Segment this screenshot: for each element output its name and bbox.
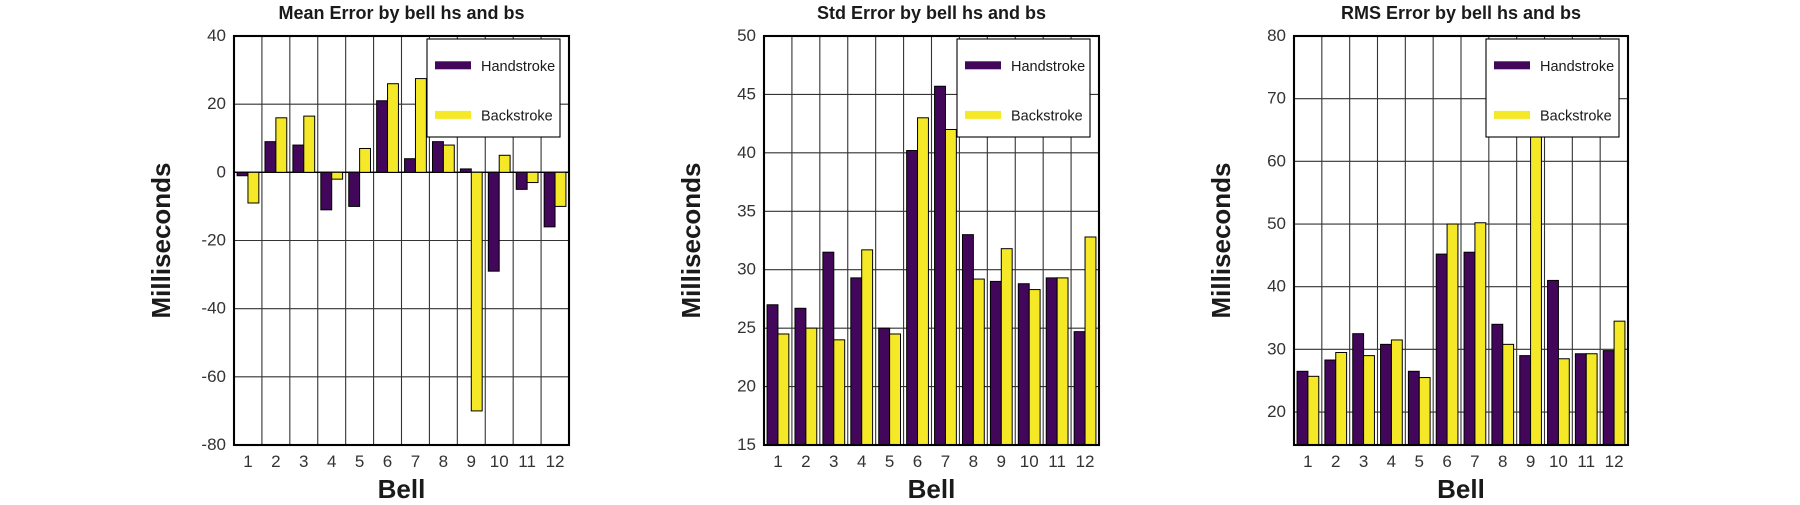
svg-text:9: 9 xyxy=(1526,452,1535,471)
svg-text:40: 40 xyxy=(207,26,226,45)
svg-text:4: 4 xyxy=(1387,452,1396,471)
svg-text:Handstroke: Handstroke xyxy=(1540,59,1614,75)
svg-text:2: 2 xyxy=(271,452,280,471)
svg-text:25: 25 xyxy=(737,318,756,337)
svg-text:6: 6 xyxy=(913,452,922,471)
svg-text:Backstroke: Backstroke xyxy=(1540,108,1612,124)
svg-text:11: 11 xyxy=(518,452,536,471)
svg-text:70: 70 xyxy=(1267,89,1286,108)
svg-text:20: 20 xyxy=(1267,402,1286,421)
svg-text:4: 4 xyxy=(857,452,866,471)
svg-text:50: 50 xyxy=(737,26,756,45)
svg-text:Milliseconds: Milliseconds xyxy=(676,162,706,318)
svg-text:3: 3 xyxy=(1359,452,1368,471)
svg-text:11: 11 xyxy=(1577,452,1595,471)
svg-text:7: 7 xyxy=(1470,452,1479,471)
svg-text:12: 12 xyxy=(546,452,565,471)
svg-text:2: 2 xyxy=(801,452,810,471)
svg-text:Milliseconds: Milliseconds xyxy=(1206,162,1236,318)
svg-text:Bell: Bell xyxy=(1437,474,1485,500)
svg-text:5: 5 xyxy=(1415,452,1424,471)
svg-text:5: 5 xyxy=(885,452,894,471)
svg-text:45: 45 xyxy=(737,84,756,103)
svg-text:30: 30 xyxy=(737,260,756,279)
svg-text:1: 1 xyxy=(773,452,782,471)
svg-text:9: 9 xyxy=(467,452,476,471)
svg-text:5: 5 xyxy=(355,452,364,471)
svg-text:20: 20 xyxy=(207,94,226,113)
svg-text:RMS Error by bell hs and bs: RMS Error by bell hs and bs xyxy=(1341,3,1581,23)
svg-text:8: 8 xyxy=(1498,452,1507,471)
svg-text:2: 2 xyxy=(1331,452,1340,471)
svg-text:7: 7 xyxy=(411,452,420,471)
svg-text:40: 40 xyxy=(1267,277,1286,296)
svg-text:10: 10 xyxy=(490,452,509,471)
svg-text:0: 0 xyxy=(217,162,226,181)
svg-text:40: 40 xyxy=(737,143,756,162)
svg-text:Mean Error by bell hs and bs: Mean Error by bell hs and bs xyxy=(278,3,524,23)
svg-text:8: 8 xyxy=(439,452,448,471)
svg-text:Handstroke: Handstroke xyxy=(481,59,555,75)
svg-text:Milliseconds: Milliseconds xyxy=(146,162,176,318)
svg-text:80: 80 xyxy=(1267,26,1286,45)
svg-text:Bell: Bell xyxy=(908,474,956,500)
svg-text:7: 7 xyxy=(941,452,950,471)
svg-text:-80: -80 xyxy=(201,435,226,454)
svg-text:60: 60 xyxy=(1267,151,1286,170)
svg-text:-40: -40 xyxy=(201,299,226,318)
svg-text:3: 3 xyxy=(829,452,838,471)
svg-text:50: 50 xyxy=(1267,214,1286,233)
svg-text:12: 12 xyxy=(1076,452,1095,471)
svg-text:Backstroke: Backstroke xyxy=(1011,108,1083,124)
svg-text:Backstroke: Backstroke xyxy=(481,108,553,124)
svg-text:1: 1 xyxy=(243,452,252,471)
svg-text:9: 9 xyxy=(997,452,1006,471)
svg-text:-20: -20 xyxy=(201,231,226,250)
svg-text:10: 10 xyxy=(1020,452,1039,471)
svg-text:4: 4 xyxy=(327,452,336,471)
svg-text:20: 20 xyxy=(737,377,756,396)
svg-text:Handstroke: Handstroke xyxy=(1011,59,1085,75)
svg-text:8: 8 xyxy=(969,452,978,471)
svg-text:Std Error by bell hs and bs: Std Error by bell hs and bs xyxy=(817,3,1046,23)
svg-text:1: 1 xyxy=(1303,452,1312,471)
svg-text:15: 15 xyxy=(737,435,756,454)
svg-text:Bell: Bell xyxy=(378,474,426,500)
svg-text:11: 11 xyxy=(1048,452,1066,471)
svg-text:35: 35 xyxy=(737,201,756,220)
svg-text:30: 30 xyxy=(1267,339,1286,358)
svg-text:12: 12 xyxy=(1605,452,1624,471)
svg-text:-60: -60 xyxy=(201,367,226,386)
svg-text:6: 6 xyxy=(1442,452,1451,471)
svg-text:6: 6 xyxy=(383,452,392,471)
svg-text:10: 10 xyxy=(1549,452,1568,471)
svg-text:3: 3 xyxy=(299,452,308,471)
